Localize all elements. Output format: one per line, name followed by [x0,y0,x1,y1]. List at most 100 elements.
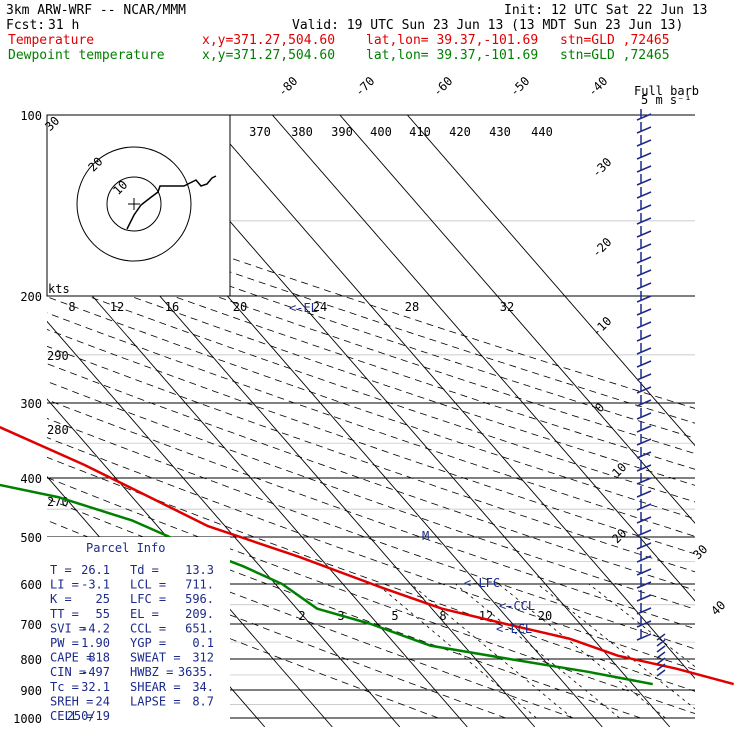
theta-e-label-430: 430 [489,125,511,139]
isotherm--30 [47,320,401,727]
theta-e-label-390: 390 [331,125,353,139]
parcel-row-3-col-3: 209. [185,607,214,621]
wind-barb [636,243,652,251]
model-title: 3km ARW-WRF -- NCAR/MMM [6,3,186,18]
wind-barb [636,542,652,550]
parcel-row-10-col-0: CELL = [50,709,93,723]
hodograph-trace [126,175,217,230]
parcel-row-7-col-2: HWBZ = [130,665,173,679]
isotherm-30 [272,115,695,602]
dewpoint-legend-label: Dewpoint temperature [8,48,165,63]
init-time: Init: 12 UTC Sat 22 Jun 13 [504,3,708,18]
temperature-legend-label: Temperature [8,33,94,48]
wind-barb [636,464,652,472]
mixing-ratio-12 [537,583,695,710]
wind-barb [636,178,652,186]
parcel-row-0-col-3: 13.3 [185,563,214,577]
pressure-label-600: 600 [20,578,42,592]
mixing-ratio-label-20: 20 [538,609,552,623]
hodograph-box [46,114,231,297]
pressure-label-300: 300 [20,397,42,411]
wind-barb-low [656,645,666,653]
wind-barb [636,503,652,511]
mixing-ratio-5 [455,583,620,719]
dry-adiabat-450 [47,207,695,424]
wind-barb [636,620,652,628]
pressure-label-100: 100 [20,109,42,123]
wind-barb-low [656,633,666,641]
wind-barb [636,360,652,368]
parcel-row-2-col-2: LFC = [130,592,166,606]
isotherm-label-30: 30 [690,542,710,562]
el-marker: <-EL [289,301,318,315]
dry-adiabat-330 [47,399,695,630]
parcel-row-6-col-2: SWEAT = [130,651,181,665]
parcel-row-2-col-1: 25 [96,592,110,606]
pressure-label-200: 200 [20,290,42,304]
parcel-row-9-col-1: 24 [96,694,110,708]
wind-barb [636,126,652,134]
temperature-latlon: lat,lon= 39.37,-101.69 [366,33,538,48]
parcel-row-3-col-1: 55 [96,607,110,621]
upper-mixing-label-24: 24 [313,300,327,314]
wind-barb-low [656,663,666,671]
wind-barb [636,282,652,290]
theta-label-290: 290 [47,349,69,363]
wind-barb [636,438,652,446]
parcel-info-box: Parcel Info T = 26.1 Td = 13.3 LI = -3.1 LCL =… [47,537,230,727]
hodograph-ring-outer [76,146,192,262]
fcst-value: 31 h [48,18,79,33]
wind-barb [636,347,652,355]
dry-adiabat-350 [47,363,695,591]
wind-barb-low [656,669,666,677]
parcel-row-7-col-3: 3635. [178,665,214,679]
lfc-marker: <-LFC [464,576,500,590]
parcel-row-8-col-0: Tc = [50,680,79,694]
wind-barb [636,516,652,524]
wind-barb [636,581,652,589]
parcel-row-0-col-1: 26.1 [81,563,110,577]
upper-mixing-label-32: 32 [500,300,514,314]
wind-barb [636,334,652,342]
m-marker: M [422,529,429,543]
theta-e-label-400: 400 [370,125,392,139]
parcel-row-8-col-1: 32.1 [81,680,110,694]
parcel-row-9-col-0: SREH = [50,694,93,708]
dewpoint-xy: x,y=371.27,504.60 [202,48,335,63]
mixing-ratio-label-8: 8 [439,609,446,623]
parcel-row-0-col-2: Td = [130,563,159,577]
barb-legend-line1: Full barb [634,84,699,98]
pressure-label-700: 700 [20,618,42,632]
pressure-label-800: 800 [20,653,42,667]
wind-barb [636,217,652,225]
wind-barb [636,113,652,121]
wind-barb [636,165,652,173]
hodograph: 10 20 30 kts [42,114,231,297]
mixing-ratio-3 [410,583,573,719]
parcel-row-1-col-3: 711. [185,578,214,592]
pressure-label-500: 500 [20,531,42,545]
parcel-row-1-col-2: LCL = [130,578,166,592]
isotherm-label-40: 40 [708,598,728,618]
wind-barb [636,230,652,238]
theta-e-label-420: 420 [449,125,471,139]
upper-mixing-label-16: 16 [165,300,179,314]
theta-e-label-410: 410 [409,125,431,139]
isotherm--40 [47,398,333,727]
wind-barb [636,295,652,303]
wind-barb [636,191,652,199]
parcel-row-4-col-0: SVI = [50,621,86,635]
wind-barb [636,568,652,576]
dry-adiabat-370 [47,329,695,555]
wind-barb [636,477,652,485]
isotherm-40 [339,115,695,524]
isotherm-label--10: -10 [589,314,614,339]
parcel-row-8-col-3: 34. [192,680,214,694]
wind-barb [636,256,652,264]
wind-barb [636,529,652,537]
wind-barb-low [656,651,666,659]
dry-adiabat-340 [47,381,695,610]
dewpoint-latlon: lat,lon= 39.37,-101.69 [366,48,538,63]
wind-barbs: Full barb 5 m s⁻¹ [634,84,699,677]
